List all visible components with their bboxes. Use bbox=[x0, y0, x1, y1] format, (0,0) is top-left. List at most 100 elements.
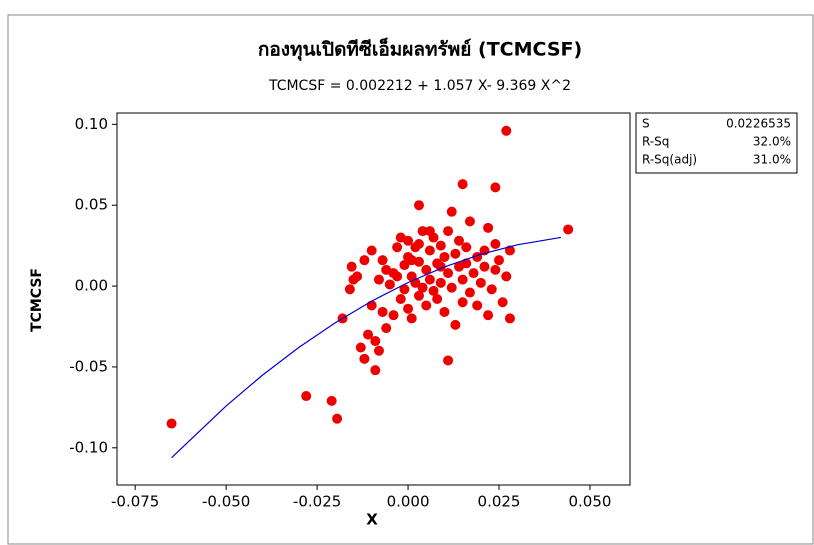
point bbox=[483, 310, 494, 321]
point bbox=[344, 284, 355, 295]
point bbox=[464, 216, 475, 227]
y-tick-label: 0.00 bbox=[75, 277, 108, 295]
x-tick-label: 0.050 bbox=[569, 493, 612, 511]
point bbox=[504, 313, 515, 324]
point bbox=[457, 179, 468, 190]
point bbox=[359, 255, 370, 266]
fit-line bbox=[171, 236, 561, 459]
point bbox=[373, 345, 384, 356]
point bbox=[483, 222, 494, 233]
x-tick-label: -0.025 bbox=[293, 493, 341, 511]
point bbox=[413, 200, 424, 211]
point bbox=[435, 277, 446, 288]
stat-value: 32.0% bbox=[753, 135, 791, 149]
point bbox=[399, 284, 410, 295]
y-tick-label: 0.10 bbox=[75, 115, 108, 133]
point bbox=[381, 323, 392, 334]
point bbox=[417, 226, 428, 237]
point bbox=[446, 282, 457, 293]
stat-label: R-Sq(adj) bbox=[642, 153, 697, 167]
point bbox=[166, 418, 177, 429]
point bbox=[384, 279, 395, 290]
point bbox=[370, 336, 381, 347]
point bbox=[392, 242, 403, 253]
point bbox=[348, 274, 359, 285]
x-tick-label: -0.075 bbox=[111, 493, 159, 511]
point bbox=[454, 235, 464, 246]
x-axis-label: X bbox=[366, 511, 378, 529]
point bbox=[443, 355, 454, 366]
point bbox=[377, 306, 388, 317]
point bbox=[457, 274, 468, 285]
point bbox=[417, 282, 428, 293]
y-tick-label: -0.10 bbox=[69, 438, 108, 456]
point bbox=[363, 329, 374, 340]
chart-title: กองทุนเปิดทีซีเอ็มผลทรัพย์ (TCMCSF) bbox=[258, 37, 582, 62]
point bbox=[450, 248, 461, 259]
stat-label: S bbox=[642, 117, 650, 131]
x-tick-label: 0.025 bbox=[478, 493, 521, 511]
point bbox=[461, 258, 472, 269]
point bbox=[472, 300, 483, 311]
point bbox=[346, 261, 357, 272]
point bbox=[359, 353, 370, 364]
point bbox=[395, 294, 406, 304]
point bbox=[373, 274, 384, 285]
point bbox=[490, 239, 501, 250]
point bbox=[443, 268, 454, 279]
point bbox=[388, 310, 399, 321]
point bbox=[424, 226, 435, 237]
point bbox=[355, 342, 366, 353]
point bbox=[406, 255, 417, 266]
point bbox=[432, 294, 443, 304]
point bbox=[413, 290, 424, 301]
x-tick-label: -0.050 bbox=[202, 493, 250, 511]
stat-label: R-Sq bbox=[642, 135, 669, 149]
stats-box bbox=[635, 112, 798, 174]
point bbox=[435, 240, 446, 251]
point bbox=[439, 251, 450, 262]
point bbox=[490, 264, 501, 275]
point bbox=[479, 261, 490, 272]
point bbox=[370, 365, 381, 376]
point bbox=[450, 319, 461, 330]
point bbox=[377, 255, 388, 266]
point bbox=[468, 268, 479, 279]
x-tick-label: 0.000 bbox=[387, 493, 430, 511]
y-axis-label: TCMCSF bbox=[29, 268, 45, 332]
point bbox=[443, 226, 454, 237]
point bbox=[332, 413, 343, 424]
point bbox=[457, 297, 468, 308]
y-tick-label: -0.05 bbox=[69, 357, 108, 375]
point bbox=[497, 297, 508, 308]
point bbox=[399, 260, 410, 271]
point bbox=[494, 255, 505, 266]
y-tick-label: 0.05 bbox=[75, 196, 108, 214]
point bbox=[366, 245, 377, 256]
point bbox=[446, 206, 457, 217]
point bbox=[406, 313, 417, 324]
point bbox=[439, 306, 450, 317]
point bbox=[403, 235, 414, 246]
point bbox=[501, 271, 512, 282]
point bbox=[464, 287, 475, 298]
plot-frame bbox=[116, 112, 631, 486]
point bbox=[366, 300, 377, 311]
point bbox=[388, 268, 399, 279]
point bbox=[563, 224, 574, 235]
stat-value: 0.0226535 bbox=[726, 117, 791, 131]
point bbox=[421, 300, 432, 311]
point bbox=[424, 245, 435, 256]
point bbox=[421, 264, 432, 275]
point bbox=[490, 182, 501, 193]
point bbox=[501, 125, 512, 136]
point bbox=[428, 285, 439, 296]
point bbox=[486, 284, 497, 295]
point bbox=[424, 274, 435, 285]
stat-value: 31.0% bbox=[753, 153, 791, 167]
chart-subtitle: TCMCSF = 0.002212 + 1.057 X- 9.369 X^2 bbox=[268, 78, 571, 94]
point bbox=[461, 242, 472, 253]
point bbox=[403, 303, 414, 314]
point bbox=[301, 391, 312, 402]
